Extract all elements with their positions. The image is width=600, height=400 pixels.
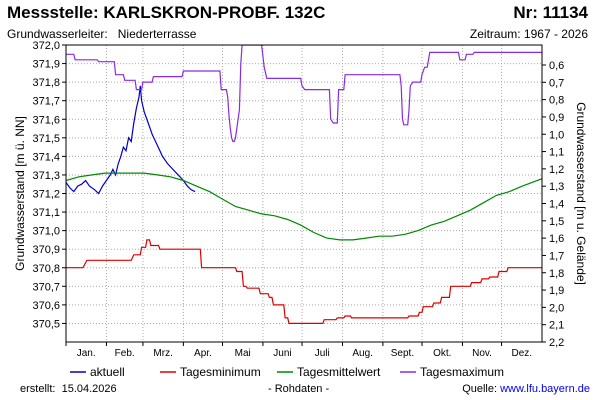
legend-label: aktuell [90, 365, 125, 379]
y-tick-label-left: 371,8 [32, 77, 60, 89]
x-tick-label: Mrz. [153, 348, 172, 359]
legend: aktuell Tagesminimum Tagesmittelwert Tagesm… [70, 365, 504, 379]
y-tick-label-left: 371,4 [32, 151, 60, 163]
y-axis-label-left: Grundwasserstand [m ü. NN] [13, 116, 27, 271]
y-tick-label-right: 1,8 [549, 268, 564, 280]
y-axis-label-right: Grundwasserstand [m u. Gelände] [574, 102, 588, 285]
y-tick-label-left: 371,7 [32, 96, 60, 108]
series-minimum-line [66, 239, 542, 324]
y-tick-label-right: 1,5 [549, 216, 564, 228]
period-label: Zeitraum: 1967 - 2026 [469, 27, 588, 41]
y-tick-label-left: 371,5 [32, 133, 60, 145]
y-tick-label-right: 2,1 [549, 320, 564, 332]
series-layer [66, 45, 542, 324]
axes: 370,5 370,6 370,7 370,8 370,9 371,0 371,1 371,2… [13, 40, 588, 359]
y-tick-label-right: 1,0 [549, 129, 564, 141]
x-tick-label: Dez. [512, 348, 533, 359]
legend-label: Tagesmaximum [420, 365, 504, 379]
y-tick-label-right: 1,2 [549, 164, 564, 176]
source-info: Quelle: www.lfu.bayern.de [462, 383, 590, 395]
y-tick-label-left: 371,0 [32, 226, 60, 238]
y-tick-label-right: 0,6 [549, 60, 564, 72]
y-tick-label-left: 371,9 [32, 59, 60, 71]
series-aktuell-line [66, 85, 196, 195]
y-tick-label-right: 1,1 [549, 147, 564, 159]
y-tick-label-left: 372,0 [32, 40, 60, 52]
created-info: erstellt: 15.04.2026 [20, 383, 117, 395]
x-tick-label: Sept. [391, 348, 414, 359]
y-tick-label-right: 0,7 [549, 77, 564, 89]
aquifer-value: Niederterrasse [117, 27, 197, 41]
y-tick-label-right: 2,0 [549, 302, 564, 314]
y-tick-label-right: 1,6 [549, 233, 564, 245]
aquifer-info: Grundwasserleiter: Niederterrasse [7, 27, 196, 41]
x-tick-label: Okt. [433, 348, 451, 359]
station-number: Nr: 11134 [513, 3, 588, 22]
y-tick-label-left: 370,6 [32, 300, 60, 312]
raw-data-note: - Rohdaten - [268, 383, 330, 395]
y-tick-label-left: 371,3 [32, 170, 60, 182]
y-tick-label-left: 371,6 [32, 114, 60, 126]
x-tick-label: Mai [235, 348, 251, 359]
y-tick-label-left: 370,9 [32, 244, 60, 256]
source-link[interactable]: www.lfu.bayern.de [500, 383, 590, 395]
grid [66, 44, 542, 342]
y-tick-label-right: 0,8 [549, 95, 564, 107]
y-tick-label-right: 1,7 [549, 250, 564, 262]
x-tick-label: Juli [315, 348, 330, 359]
y-tick-label-right: 2,2 [549, 337, 564, 349]
created-label: erstellt: [20, 383, 56, 395]
x-tick-label: Feb. [115, 348, 135, 359]
plot-frame [65, 44, 543, 343]
y-tick-label-left: 371,2 [32, 189, 60, 201]
legend-label: Tagesmittelwert [297, 365, 381, 379]
source-label: Quelle: [462, 383, 498, 395]
y-tick-label-right: 1,4 [549, 199, 564, 211]
x-tick-label: Jan. [77, 348, 96, 359]
y-tick-label-right: 1,3 [549, 181, 564, 193]
station-title: Messstelle: KARLSKRON-PROBF. 132C [7, 3, 326, 22]
legend-label: Tagesminimum [180, 365, 261, 379]
x-tick-label: Aug. [352, 348, 373, 359]
y-tick-label-left: 370,7 [32, 281, 60, 293]
aquifer-label: Grundwasserleiter: [7, 27, 108, 41]
created-date: 15.04.2026 [61, 383, 117, 395]
y-tick-label-left: 370,5 [32, 318, 60, 330]
y-tick-label-left: 371,1 [32, 207, 60, 219]
y-tick-label-right: 0,9 [549, 112, 564, 124]
y-tick-label-right: 1,9 [549, 285, 564, 297]
x-tick-label: Apr. [194, 348, 212, 359]
x-tick-label: Nov. [472, 348, 492, 359]
series-maximum-line [66, 45, 542, 143]
series-mittel-line [66, 172, 542, 241]
y-tick-label-left: 370,8 [32, 263, 60, 275]
x-tick-label: Juni [273, 348, 291, 359]
